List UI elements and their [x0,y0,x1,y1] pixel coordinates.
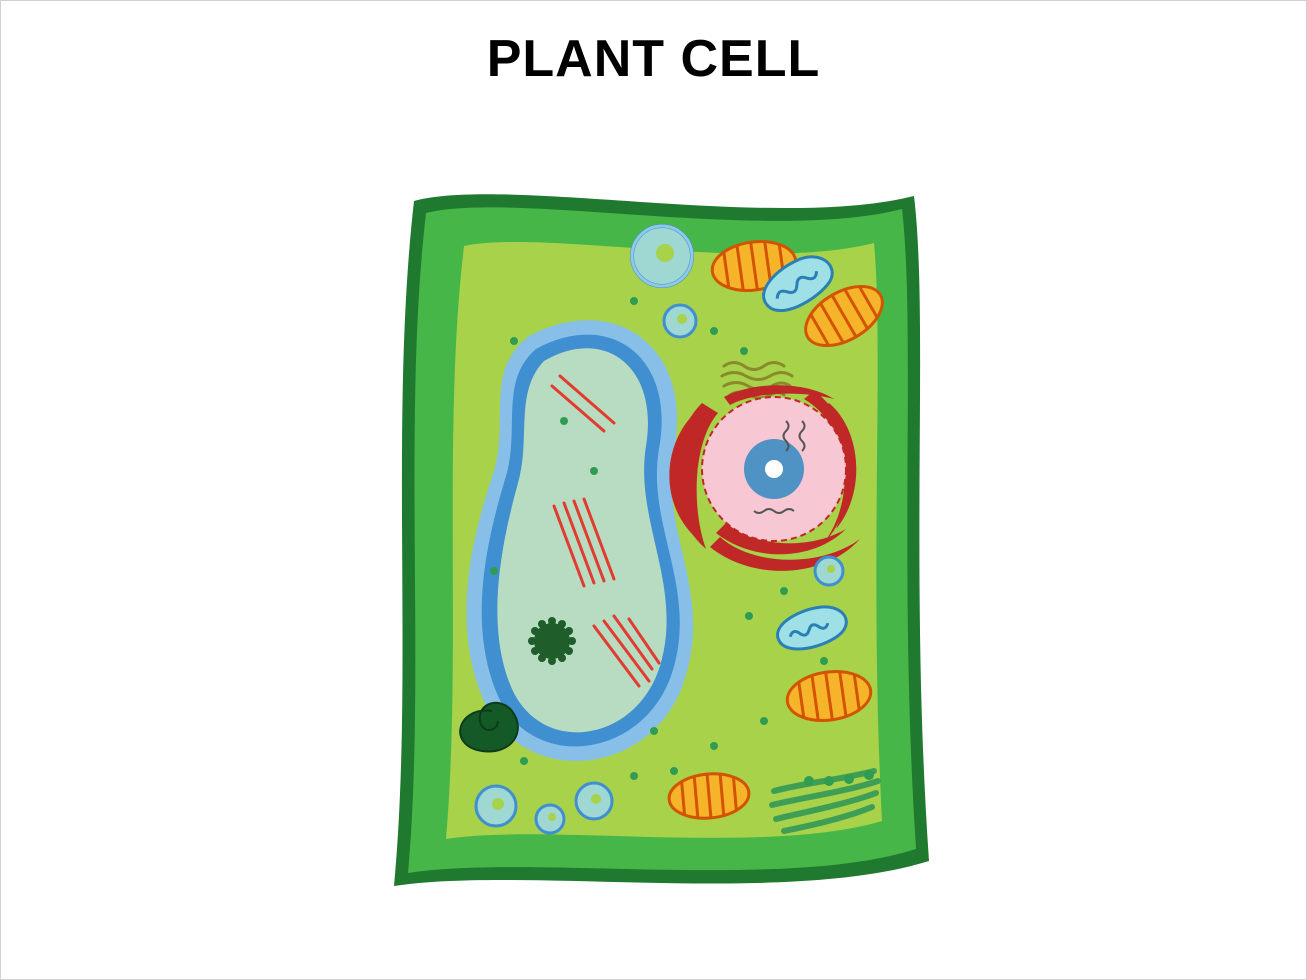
frame: { "title": { "text": "PLANT CELL", "font… [0,0,1307,980]
diagram-title: PLANT CELL [1,29,1306,89]
nucleus [702,397,846,541]
peroxisome [632,226,692,286]
plant-cell-diagram [354,171,954,911]
